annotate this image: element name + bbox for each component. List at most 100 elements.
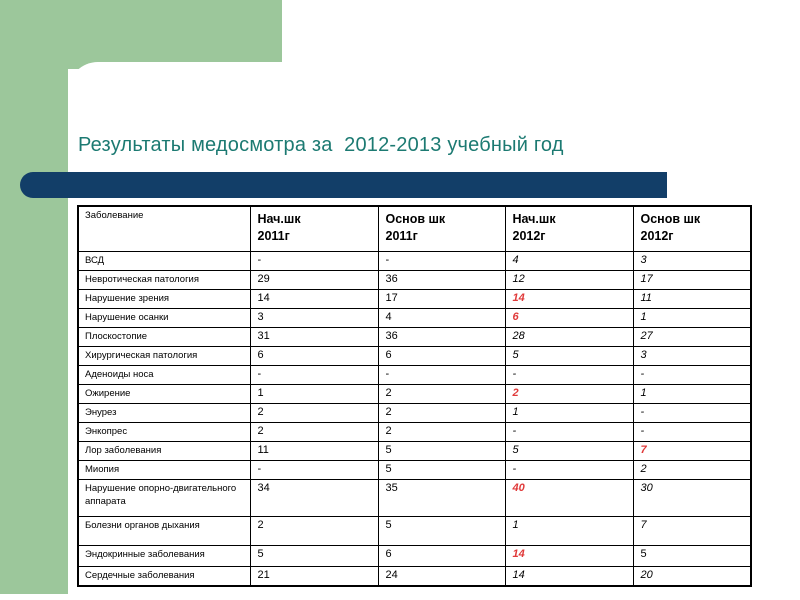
value-cell: 28: [504, 327, 634, 347]
value-cell: 6: [504, 308, 634, 328]
value-cell: 30: [632, 479, 752, 517]
value-cell: 1: [504, 403, 634, 423]
row-label: Энкопрес: [77, 422, 251, 442]
column-header-nach-2012: Нач.шк 2012г: [504, 205, 634, 252]
value-cell: 31: [249, 327, 379, 347]
value-cell: -: [249, 460, 379, 480]
row-label: Болезни органов дыхания: [77, 516, 251, 546]
value-cell: 2: [249, 422, 379, 442]
value-cell: 2: [377, 384, 506, 404]
value-cell: 2: [504, 384, 634, 404]
table-row: Нарушение зрения 14 17 14 11: [77, 289, 752, 309]
value-cell: 21: [249, 566, 379, 586]
row-label: Нарушение осанки: [77, 308, 251, 328]
value-cell: 6: [377, 346, 506, 366]
value-cell: 3: [249, 308, 379, 328]
value-cell: -: [632, 365, 752, 385]
value-cell: -: [504, 460, 634, 480]
table-row: Сердечные заболевания 21 24 14 20: [77, 566, 752, 586]
value-cell: 12: [504, 270, 634, 290]
value-cell: 5: [377, 441, 506, 461]
value-cell: -: [504, 422, 634, 442]
table-row: Аденоиды носа - - - -: [77, 365, 752, 385]
value-cell: 3: [632, 251, 752, 271]
table-row: Болезни органов дыхания 2 5 1 7: [77, 516, 752, 546]
value-cell: 5: [504, 441, 634, 461]
value-cell: 5: [377, 460, 506, 480]
value-cell: 17: [377, 289, 506, 309]
row-label: Энурез: [77, 403, 251, 423]
value-cell: 4: [377, 308, 506, 328]
slide-title: Результаты медосмотра за 2012-2013 учебн…: [78, 134, 564, 156]
table-row: Ожирение 1 2 2 1: [77, 384, 752, 404]
value-cell: -: [377, 365, 506, 385]
column-header-disease: Заболевание: [77, 205, 251, 252]
value-cell: 14: [504, 289, 634, 309]
value-cell: 1: [249, 384, 379, 404]
table-row: Энурез 2 2 1-: [77, 403, 752, 423]
row-label: Ожирение: [77, 384, 251, 404]
value-cell: 3: [632, 346, 752, 366]
column-header-osnov-2011: Основ шк 2011г: [377, 205, 506, 252]
value-cell: 40: [504, 479, 634, 517]
value-cell: -: [377, 251, 506, 271]
value-cell: 24: [377, 566, 506, 586]
table-header-row: Заболевание Нач.шк 2011г Основ шк 2011г …: [77, 205, 752, 252]
table-row: Миопия -5-2: [77, 460, 752, 480]
value-cell: 2: [249, 403, 379, 423]
table-row: Плоскостопие 31 36 28 27: [77, 327, 752, 347]
table-row: Лор заболевания 11 5 5 7: [77, 441, 752, 461]
value-cell: 7: [632, 516, 752, 546]
value-cell: -: [504, 365, 634, 385]
value-cell: -: [632, 422, 752, 442]
value-cell: 11: [249, 441, 379, 461]
value-cell: 2: [632, 460, 752, 480]
column-header-osnov-2012: Основ шк 2012г: [632, 205, 752, 252]
table-row: ВСД - -4 3: [77, 251, 752, 271]
value-cell: 35: [377, 479, 506, 517]
value-cell: 34: [249, 479, 379, 517]
table-row: Хирургическая патология 6 6 5 3: [77, 346, 752, 366]
value-cell: 6: [377, 545, 506, 567]
value-cell: 36: [377, 270, 506, 290]
value-cell: 2: [377, 422, 506, 442]
value-cell: -: [632, 403, 752, 423]
value-cell: 6: [249, 346, 379, 366]
row-label: Сердечные заболевания: [77, 566, 251, 586]
value-cell: -: [249, 251, 379, 271]
row-label: Миопия: [77, 460, 251, 480]
results-table: Заболевание Нач.шк 2011г Основ шк 2011г …: [77, 205, 752, 587]
value-cell: 11: [632, 289, 752, 309]
value-cell: 20: [632, 566, 752, 586]
value-cell: 1: [504, 516, 634, 546]
row-label: Нарушение опорно-двигательного аппарата: [77, 479, 251, 517]
value-cell: 5: [632, 545, 752, 567]
row-label: Хирургическая патология: [77, 346, 251, 366]
value-cell: 5: [377, 516, 506, 546]
table-row: Эндокринные заболевания 5 6 14 5: [77, 545, 752, 567]
value-cell: 2: [377, 403, 506, 423]
value-cell: 1: [632, 384, 752, 404]
row-label: Лор заболевания: [77, 441, 251, 461]
value-cell: 5: [249, 545, 379, 567]
table-row: Нарушение осанки 3 4 6 1: [77, 308, 752, 328]
value-cell: 17: [632, 270, 752, 290]
row-label: ВСД: [77, 251, 251, 271]
value-cell: 4: [504, 251, 634, 271]
value-cell: 7: [632, 441, 752, 461]
value-cell: 14: [504, 545, 634, 567]
value-cell: 14: [504, 566, 634, 586]
green-left-shape: [0, 0, 68, 594]
table-row: Невротическая патология 29 36 12 17: [77, 270, 752, 290]
value-cell: 5: [504, 346, 634, 366]
value-cell: 29: [249, 270, 379, 290]
table-row: Энкопрес 2 2- -: [77, 422, 752, 442]
value-cell: 27: [632, 327, 752, 347]
row-label: Невротическая патология: [77, 270, 251, 290]
table-row: Нарушение опорно-двигательного аппарата 3…: [77, 479, 752, 517]
value-cell: 2: [249, 516, 379, 546]
row-label: Эндокринные заболевания: [77, 545, 251, 567]
row-label: Аденоиды носа: [77, 365, 251, 385]
row-label: Нарушение зрения: [77, 289, 251, 309]
